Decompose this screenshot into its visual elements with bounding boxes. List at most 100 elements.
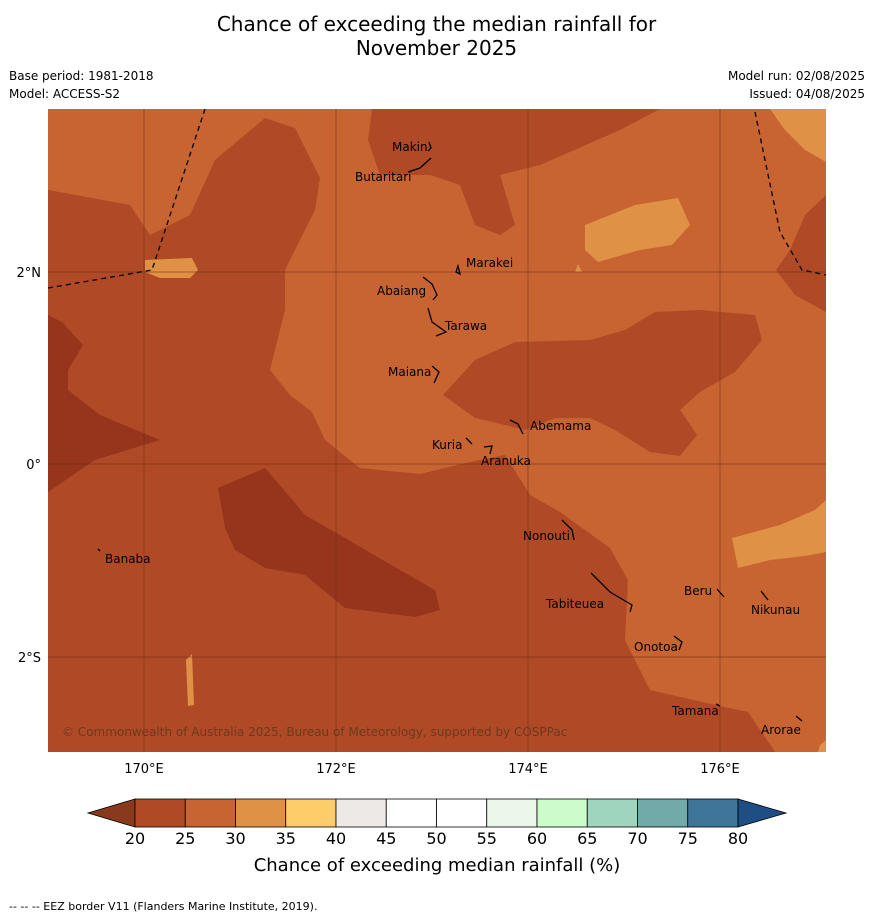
colorbar-tick-40: 40 [326, 829, 346, 848]
colorbar-tick-75: 75 [678, 829, 698, 848]
colorbar-segment-b60_65 [536, 798, 588, 828]
colorbar-tick-50: 50 [426, 829, 446, 848]
maiana-island-shape [431, 365, 440, 384]
colorbar-segment-b20_25 [134, 798, 186, 828]
makin-island-shape [427, 141, 432, 152]
colorbar-tick-20: 20 [125, 829, 145, 848]
colorbar-segment-b40_45 [335, 798, 387, 828]
colorbar-tick-60: 60 [527, 829, 547, 848]
model-run: Model run: 02/08/2025 [727, 69, 865, 83]
x-tick-172e: 172°E [316, 762, 356, 777]
colorbar-segment-b35_40 [285, 798, 337, 828]
colorbar-segment-b70_75 [637, 798, 689, 828]
label-kuria: Kuria [432, 438, 463, 452]
butaritari-island-shape [407, 157, 432, 173]
label-beru: Beru [684, 584, 712, 598]
aranuka-island-shape [483, 445, 493, 455]
title-line-2: November 2025 [355, 36, 518, 60]
onotoa-island-shape [673, 635, 683, 651]
band-20-25-west [48, 118, 775, 752]
kuria-island-shape [465, 437, 473, 445]
label-nikunau: Nikunau [751, 603, 800, 617]
map-plot-area: Makin Butaritari Marakei Abaiang Tarawa … [48, 109, 826, 752]
colorbar-below-20-triangle [86, 798, 136, 828]
colorbar-tick-55: 55 [477, 829, 497, 848]
issued-date: Issued: 04/08/2025 [749, 87, 865, 101]
label-tamana: Tamana [671, 704, 719, 718]
colorbar: 20 25 30 35 40 45 50 55 60 65 70 75 80 Chance of exc… [86, 798, 788, 876]
colorbar-tick-45: 45 [376, 829, 396, 848]
band-30-35-south-east [732, 500, 826, 568]
label-aranuka: Aranuka [481, 454, 531, 468]
band-30-35-north-west [145, 258, 198, 278]
x-tick-174e: 174°E [508, 762, 548, 777]
colorbar-tick-65: 65 [577, 829, 597, 848]
arorae-island-shape [795, 715, 803, 722]
nonouti-island-shape [561, 519, 575, 541]
colorbar-tick-70: 70 [627, 829, 647, 848]
colorbar-tick-30: 30 [225, 829, 245, 848]
colorbar-segment-b45_50 [385, 798, 437, 828]
colorbar-segment-b25_30 [184, 798, 236, 828]
band-30-35-bottom [818, 740, 826, 752]
tabiteuea-island-shape [590, 572, 633, 613]
base-period: Base period: 1981-2018 [9, 69, 154, 83]
eez-footnote: -- -- -- EEZ border V11 (Flanders Marine… [9, 900, 318, 913]
x-tick-176e: 176°E [700, 762, 740, 777]
colorbar-above-80-triangle [737, 798, 788, 828]
marakei-island-shape [455, 263, 461, 276]
x-tick-170e: 170°E [124, 762, 164, 777]
tarawa-island-shape [427, 307, 448, 337]
colorbar-tick-labels: 20 25 30 35 40 45 50 55 60 65 70 75 80 [125, 829, 748, 848]
y-tick-2s: 2°S [18, 651, 41, 666]
band-20-25-east-lobe [755, 109, 826, 312]
abemama-island-shape [509, 419, 524, 435]
colorbar-segment-b55_60 [486, 798, 538, 828]
eez-border-east [754, 111, 826, 276]
label-banaba: Banaba [105, 552, 151, 566]
grid-lines [48, 109, 826, 752]
meta-right: Model run: 02/08/2025 Issued: 04/08/2025 [728, 69, 865, 105]
copyright-notice: © Commonwealth of Australia 2025, Bureau… [62, 725, 567, 739]
band-20-25-east [443, 310, 762, 456]
meta-left: Base period: 1981-2018 Model: ACCESS-S2 [9, 69, 154, 105]
label-makin: Makin [392, 140, 428, 154]
band-below-20-south [218, 468, 440, 617]
model-name: Model: ACCESS-S2 [9, 87, 121, 101]
colorbar-tick-35: 35 [276, 829, 296, 848]
label-abemama: Abemama [530, 419, 591, 433]
y-tick-2n: 2°N [17, 266, 42, 281]
title-line-1: Chance of exceeding the median rainfall … [216, 12, 657, 36]
colorbar-title: Chance of exceeding median rainfall (%) [254, 855, 621, 876]
label-tarawa: Tarawa [444, 319, 487, 333]
label-butaritari: Butaritari [355, 170, 412, 184]
label-maiana: Maiana [388, 365, 431, 379]
label-nonouti: Nonouti [523, 529, 570, 543]
eez-border-west [48, 109, 206, 289]
label-tabiteuea: Tabiteuea [545, 597, 604, 611]
band-30-35-corner [770, 109, 826, 162]
beru-island-shape [716, 588, 725, 598]
colorbar-segments [134, 798, 739, 828]
colorbar-segment-b65_70 [586, 798, 638, 828]
band-20-25-north [368, 109, 660, 235]
colorbar-tick-80: 80 [728, 829, 748, 848]
island-outlines [97, 141, 803, 722]
band-30-35-strip [186, 654, 194, 706]
label-onotoa: Onotoa [634, 640, 678, 654]
band-below-20-west [48, 315, 160, 492]
colorbar-tick-25: 25 [175, 829, 195, 848]
label-marakei: Marakei [466, 256, 513, 270]
y-tick-0: 0° [26, 458, 41, 473]
chart-title: Chance of exceeding the median rainfall … [0, 12, 873, 60]
abaiang-island-shape [422, 276, 438, 301]
band-30-35-north-east [585, 198, 690, 262]
label-arorae: Arorae [761, 723, 801, 737]
colorbar-segment-b50_55 [436, 798, 488, 828]
colorbar-segment-b75_80 [687, 798, 739, 828]
colorbar-segment-b30_35 [235, 798, 287, 828]
label-abaiang: Abaiang [377, 284, 426, 298]
nikunau-island-shape [760, 590, 769, 601]
tamana-island-shape [715, 703, 721, 707]
